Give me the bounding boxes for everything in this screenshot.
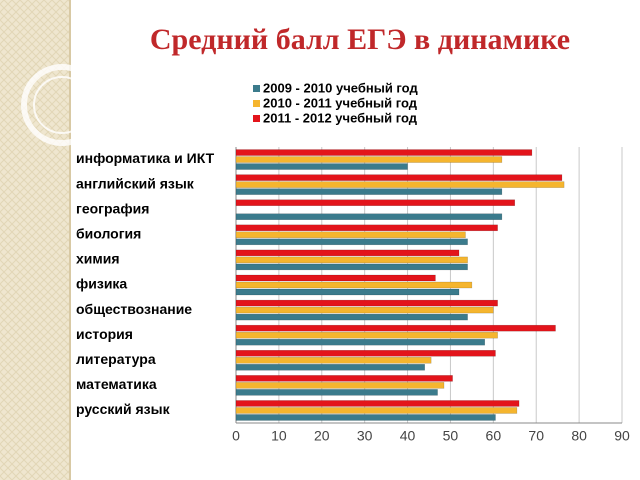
bar [235, 231, 466, 239]
bar [235, 299, 498, 307]
bar [235, 149, 533, 156]
legend-swatch [253, 115, 260, 122]
bar [235, 407, 518, 414]
bar [235, 263, 468, 271]
bar [235, 313, 468, 321]
y-tick-label: информатика и ИКТ [76, 150, 215, 166]
y-tick-label: химия [76, 251, 120, 267]
bar [235, 400, 520, 407]
bar [235, 331, 498, 339]
y-tick-label: история [76, 326, 133, 342]
x-tick-label: 10 [271, 428, 287, 444]
bar [235, 163, 408, 170]
y-tick-label: биология [76, 226, 141, 242]
bar [235, 382, 445, 389]
y-tick-label: русский язык [76, 401, 171, 417]
bar [235, 174, 563, 181]
legend-swatch [253, 85, 260, 92]
bar [235, 256, 468, 264]
decor-circle [21, 64, 103, 146]
y-tick-label: математика [76, 376, 157, 392]
bar [235, 224, 498, 232]
bar [235, 324, 556, 332]
bar [235, 238, 468, 246]
bar [235, 249, 460, 257]
x-tick-label: 40 [400, 428, 416, 444]
y-tick-label: английский язык [76, 175, 195, 191]
x-tick-label: 90 [614, 428, 630, 444]
bar [235, 306, 494, 314]
decor-circle [33, 76, 91, 134]
bar [235, 364, 425, 371]
x-tick-label: 80 [571, 428, 587, 444]
bar [235, 338, 486, 346]
legend-swatch [253, 100, 260, 107]
bar [235, 181, 565, 188]
legend-label: 2010 - 2011 учебный год [263, 95, 418, 110]
bar [235, 350, 496, 357]
x-tick-label: 30 [357, 428, 373, 444]
bar [235, 199, 516, 206]
legend-label: 2009 - 2010 учебный год [263, 80, 418, 95]
bar [235, 414, 496, 421]
bar [235, 213, 503, 220]
side-decoration [0, 0, 70, 480]
x-tick-label: 0 [232, 428, 240, 444]
y-tick-label: обществознание [76, 301, 192, 317]
bar [235, 274, 436, 282]
bar [235, 156, 503, 163]
chart-title: Средний балл ЕГЭ в динамике [150, 23, 570, 56]
x-tick-label: 70 [528, 428, 544, 444]
legend-label: 2011 - 2012 учебный год [263, 110, 418, 125]
bar [235, 357, 432, 364]
x-tick-label: 60 [486, 428, 502, 444]
bar [235, 188, 503, 195]
bar [235, 288, 460, 296]
y-tick-label: география [76, 200, 149, 216]
bar [235, 375, 453, 382]
y-tick-label: физика [76, 276, 127, 292]
bar [235, 389, 438, 396]
y-tick-label: литература [76, 351, 156, 367]
x-tick-label: 20 [314, 428, 330, 444]
x-tick-label: 50 [443, 428, 459, 444]
bar [235, 281, 473, 289]
